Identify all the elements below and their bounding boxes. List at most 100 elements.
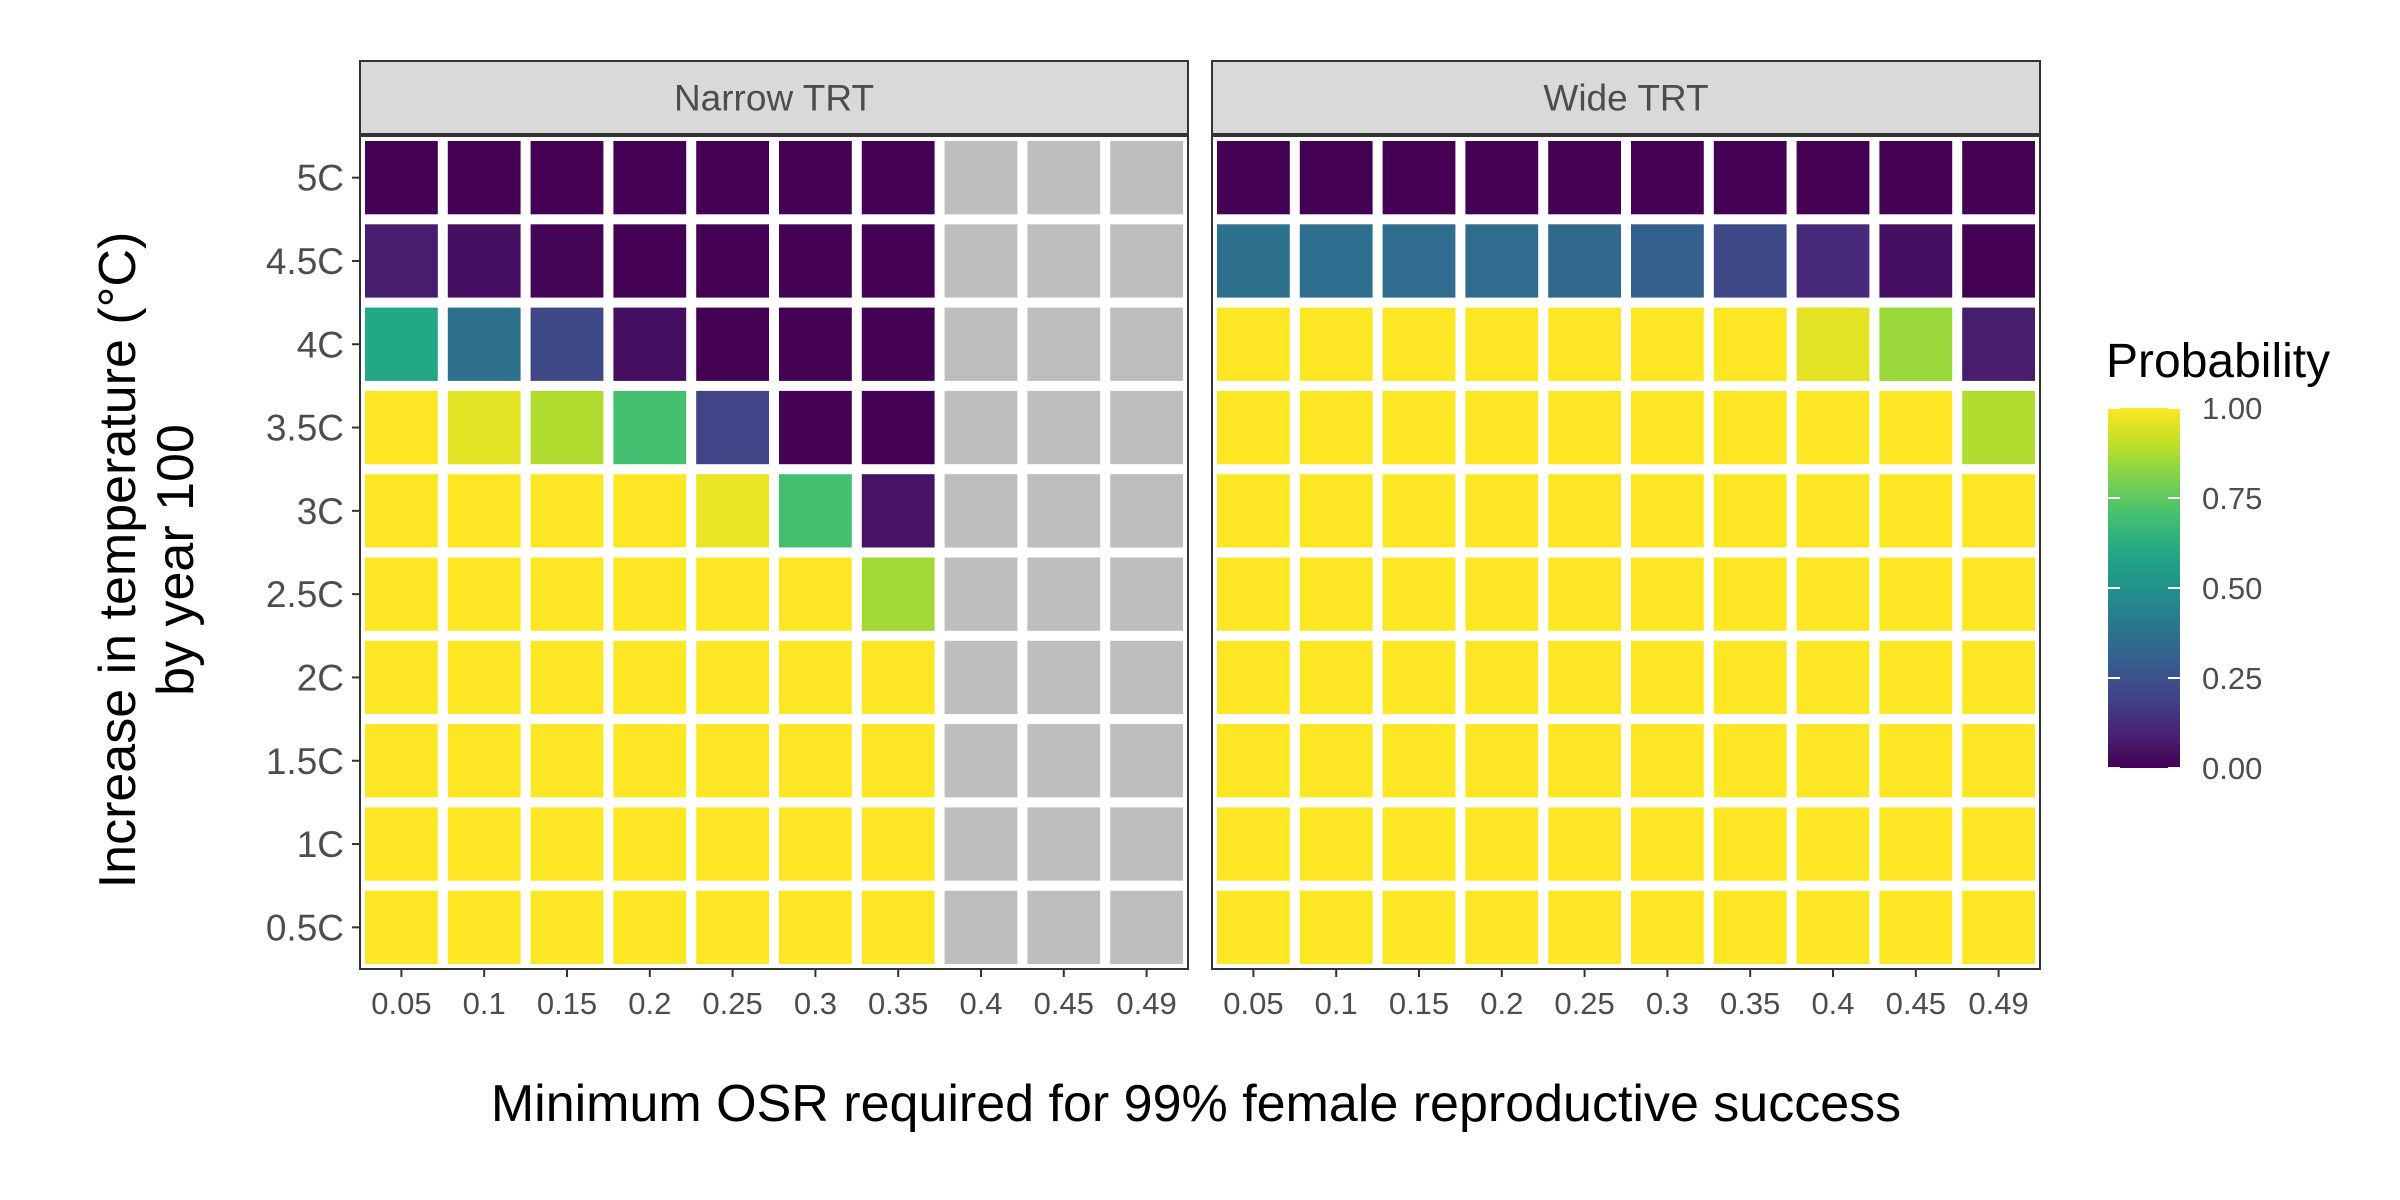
heatmap-tile [1548, 890, 1621, 964]
y-tick-label: 4C [297, 324, 344, 365]
heatmap-tile [530, 307, 604, 381]
y-tick-label: 0.5C [266, 907, 344, 948]
heatmap-tile [944, 890, 1018, 964]
heatmap-tile [1465, 557, 1539, 631]
heatmap-tile [1962, 724, 2035, 798]
panel-border [1211, 135, 2041, 970]
heatmap-tile [1382, 141, 1456, 215]
heatmap-tile [1631, 557, 1704, 631]
heatmap-tile [1382, 224, 1456, 298]
heatmap-tile [1110, 390, 1183, 465]
heatmap-tile [1299, 557, 1373, 631]
heatmap-tile [1962, 557, 2035, 631]
heatmap-tile [1548, 224, 1621, 298]
x-tick-label: 0.15 [1389, 986, 1449, 1021]
heatmap-tile [696, 557, 769, 631]
x-tick-label: 0.25 [1554, 986, 1614, 1021]
heatmap-tile [1962, 224, 2035, 298]
heatmap-tile [779, 890, 852, 964]
facet-strip-label: Narrow TRT [674, 78, 874, 119]
x-tick-label: 0.1 [1315, 986, 1358, 1021]
heatmap-tile [1465, 224, 1539, 298]
legend-title: Probability [2106, 335, 2330, 388]
heatmap-tile [1548, 557, 1621, 631]
heatmap-tile [447, 807, 521, 881]
x-tick-label: 0.49 [1968, 986, 2028, 1021]
heatmap-tile [1110, 224, 1183, 298]
heatmap-tile [1879, 724, 1953, 798]
y-axis-title: Increase in temperature (°C) by year 100 [89, 232, 205, 889]
heatmap-tile [1631, 224, 1704, 298]
heatmap-tile [1796, 890, 1870, 964]
y-tick-label: 3C [297, 491, 344, 532]
heatmap-tile [1110, 890, 1183, 964]
heatmap-tile [1217, 390, 1290, 465]
heatmap-tile [861, 724, 935, 798]
heatmap-tile [447, 640, 521, 715]
heatmap-tile [1217, 307, 1290, 381]
heatmap-tile [1027, 557, 1101, 631]
heatmap-tile [1548, 474, 1621, 548]
heatmap-tile [530, 890, 604, 964]
heatmap-tile [696, 890, 769, 964]
legend-tick-label: 1.00 [2202, 391, 2262, 426]
heatmap-tile [1465, 890, 1539, 964]
x-tick-label: 0.05 [1223, 986, 1283, 1021]
heatmap-tile [1027, 724, 1101, 798]
x-tick-label: 0.49 [1116, 986, 1176, 1021]
heatmap-tile [1713, 141, 1787, 215]
facet-panel-1: Narrow TRT 0.05 0.1 0.15 0.2 0.25 0.3 0.35 0.4 0.… [266, 60, 1189, 1021]
heatmap-tile [613, 640, 687, 715]
heatmap-tile [696, 141, 769, 215]
heatmap-tile [779, 474, 852, 548]
heatmap-tile [1299, 640, 1373, 715]
heatmap-tile [447, 724, 521, 798]
heatmap-tile [1962, 890, 2035, 964]
heatmap-tile [447, 890, 521, 964]
heatmap-tile [613, 390, 687, 465]
x-tick-label: 0.25 [702, 986, 762, 1021]
x-axis-title: Minimum OSR required for 99% female repr… [491, 1075, 1901, 1133]
heatmap-tile [944, 807, 1018, 881]
heatmap-tile [1465, 640, 1539, 715]
x-tick-label: 0.1 [463, 986, 506, 1021]
heatmap-tile [1631, 307, 1704, 381]
heatmap-tile [530, 807, 604, 881]
heatmap-tile [944, 390, 1018, 465]
heatmap-tile [1631, 640, 1704, 715]
heatmap-tile [1879, 890, 1953, 964]
heatmap-tile [530, 474, 604, 548]
x-tick-label: 0.4 [1811, 986, 1854, 1021]
heatmap-tile [944, 724, 1018, 798]
heatmap-tile [1299, 807, 1373, 881]
heatmap-tile [779, 640, 852, 715]
y-tick-label: 1.5C [266, 741, 344, 782]
heatmap-tile [365, 141, 438, 215]
heatmap-tile [1465, 474, 1539, 548]
heatmap-tile [365, 307, 438, 381]
heatmap-tile [1382, 307, 1456, 381]
heatmap-tile [696, 390, 769, 465]
heatmap-tile [944, 640, 1018, 715]
heatmap-tile [1548, 724, 1621, 798]
heatmap-tile [1713, 890, 1787, 964]
panel-border [359, 135, 1189, 970]
heatmap-tile [861, 807, 935, 881]
x-tick-label: 0.45 [1034, 986, 1094, 1021]
heatmap-tile [1382, 640, 1456, 715]
heatmap-tile [365, 890, 438, 964]
legend-tick-label: 0.25 [2202, 661, 2262, 696]
heatmap-tile [613, 224, 687, 298]
x-tick-label: 0.3 [794, 986, 837, 1021]
heatmap-tile [1879, 474, 1953, 548]
heatmap-tile [1548, 307, 1621, 381]
heatmap-tile [1027, 807, 1101, 881]
heatmap-tile [1027, 141, 1101, 215]
heatmap-tile [1299, 307, 1373, 381]
heatmap-tile [1879, 640, 1953, 715]
heatmap-tile [1110, 557, 1183, 631]
heatmap-tile [1713, 640, 1787, 715]
heatmap-tile [861, 890, 935, 964]
heatmap-tile [1796, 224, 1870, 298]
heatmap-tile [365, 724, 438, 798]
